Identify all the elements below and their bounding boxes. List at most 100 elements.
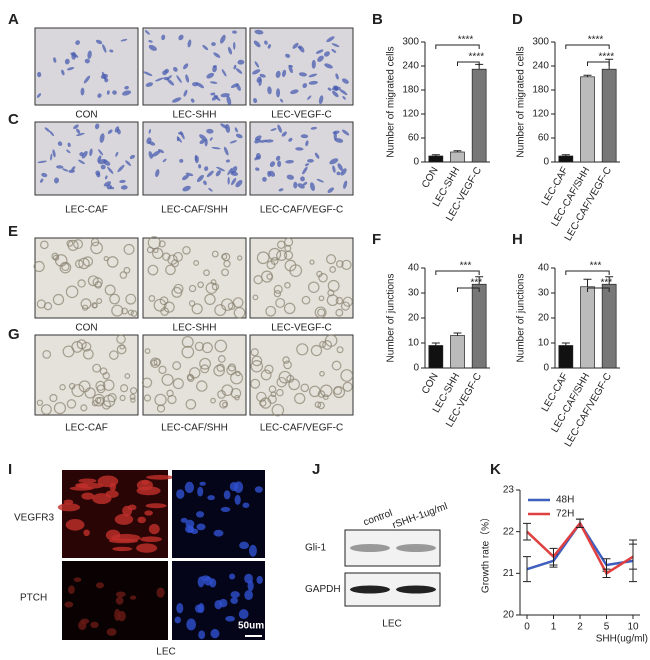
cell bbox=[202, 44, 209, 51]
cell bbox=[276, 88, 281, 98]
cell bbox=[95, 39, 103, 45]
error-bar bbox=[583, 278, 592, 287]
cell bbox=[281, 131, 287, 137]
cell bbox=[190, 98, 195, 103]
cell-cluster bbox=[182, 246, 191, 255]
cell bbox=[97, 155, 102, 163]
cell-cluster bbox=[317, 308, 326, 317]
cell bbox=[129, 154, 136, 160]
cell-cluster bbox=[310, 344, 323, 357]
cell-cluster bbox=[171, 259, 179, 268]
x-tick-label: 5 bbox=[604, 622, 610, 633]
cell bbox=[220, 123, 228, 129]
cell bbox=[148, 129, 151, 134]
cell bbox=[332, 165, 336, 173]
cell-cluster bbox=[268, 247, 282, 261]
cell-cluster bbox=[216, 363, 225, 372]
cell-cluster bbox=[194, 341, 205, 352]
cell bbox=[256, 575, 263, 584]
line bbox=[526, 521, 634, 576]
cell bbox=[333, 130, 337, 141]
error-bar bbox=[629, 543, 637, 570]
cell bbox=[174, 616, 181, 624]
cell bbox=[80, 618, 90, 624]
cell-cluster bbox=[300, 383, 310, 393]
cell-cluster bbox=[66, 399, 77, 409]
cell bbox=[267, 86, 272, 95]
cell bbox=[73, 577, 82, 583]
cell bbox=[185, 74, 190, 83]
cell-cluster bbox=[221, 384, 234, 397]
cell bbox=[162, 158, 167, 163]
fluorescence-image bbox=[62, 561, 168, 640]
cell bbox=[115, 151, 119, 157]
cell bbox=[235, 133, 243, 139]
cell bbox=[308, 73, 318, 78]
cell-cluster bbox=[153, 298, 167, 312]
cell-cluster bbox=[205, 282, 218, 295]
cell bbox=[331, 43, 340, 48]
y-axis-label: Number of migrated cells bbox=[386, 46, 397, 157]
cell bbox=[254, 138, 261, 144]
cell-cluster bbox=[152, 247, 164, 260]
cell bbox=[155, 77, 164, 82]
cell bbox=[180, 130, 185, 140]
image-caption: LEC-CAF bbox=[65, 205, 108, 216]
cell-cluster bbox=[322, 394, 329, 401]
cell-cluster bbox=[92, 302, 98, 309]
bar bbox=[450, 151, 465, 163]
cell bbox=[210, 628, 220, 639]
cell bbox=[199, 134, 207, 141]
cell-cluster bbox=[36, 299, 46, 309]
image-caption: LEC-CAF/SHH bbox=[161, 423, 228, 434]
cell bbox=[107, 129, 113, 134]
cell bbox=[92, 493, 112, 505]
cell bbox=[87, 50, 92, 59]
cell bbox=[324, 63, 333, 69]
cell-cluster bbox=[265, 305, 277, 317]
cell-cluster bbox=[161, 373, 174, 386]
micrograph bbox=[249, 334, 354, 416]
cell-cluster bbox=[335, 296, 344, 305]
cell bbox=[297, 183, 305, 189]
cell bbox=[198, 164, 202, 169]
cell bbox=[145, 82, 154, 87]
cell-cluster bbox=[324, 334, 338, 347]
cell bbox=[316, 178, 324, 183]
cell-cluster bbox=[260, 369, 272, 381]
y-tick-label: 10 bbox=[408, 338, 420, 349]
cell bbox=[120, 185, 128, 190]
cell-cluster bbox=[33, 260, 45, 273]
cell bbox=[53, 57, 57, 63]
cell bbox=[335, 73, 339, 80]
cell bbox=[233, 41, 236, 50]
cell bbox=[229, 140, 237, 144]
image-caption: LEC-SHH bbox=[173, 110, 217, 121]
cell bbox=[106, 628, 117, 636]
cell bbox=[303, 181, 308, 186]
y-tick-label: 30 bbox=[408, 288, 420, 299]
y-tick-label: 300 bbox=[532, 37, 549, 48]
cell bbox=[298, 45, 305, 53]
cell bbox=[300, 134, 309, 139]
cell bbox=[212, 65, 217, 73]
cell-cluster bbox=[210, 279, 217, 285]
cell-cluster bbox=[342, 296, 353, 307]
cell-cluster bbox=[340, 301, 351, 311]
cell bbox=[235, 83, 241, 91]
cell-cluster bbox=[149, 357, 161, 368]
cell bbox=[252, 69, 261, 75]
cell bbox=[148, 523, 160, 535]
cell-cluster bbox=[120, 384, 129, 393]
image-caption: CON bbox=[75, 323, 97, 334]
cell bbox=[196, 523, 206, 531]
cell bbox=[157, 149, 165, 154]
cell-cluster bbox=[322, 340, 333, 350]
bar bbox=[601, 283, 617, 369]
y-tick-label: 30 bbox=[538, 288, 550, 299]
cell-cluster bbox=[156, 404, 166, 413]
cell bbox=[292, 42, 299, 49]
cell bbox=[130, 595, 137, 600]
cell bbox=[285, 53, 291, 58]
